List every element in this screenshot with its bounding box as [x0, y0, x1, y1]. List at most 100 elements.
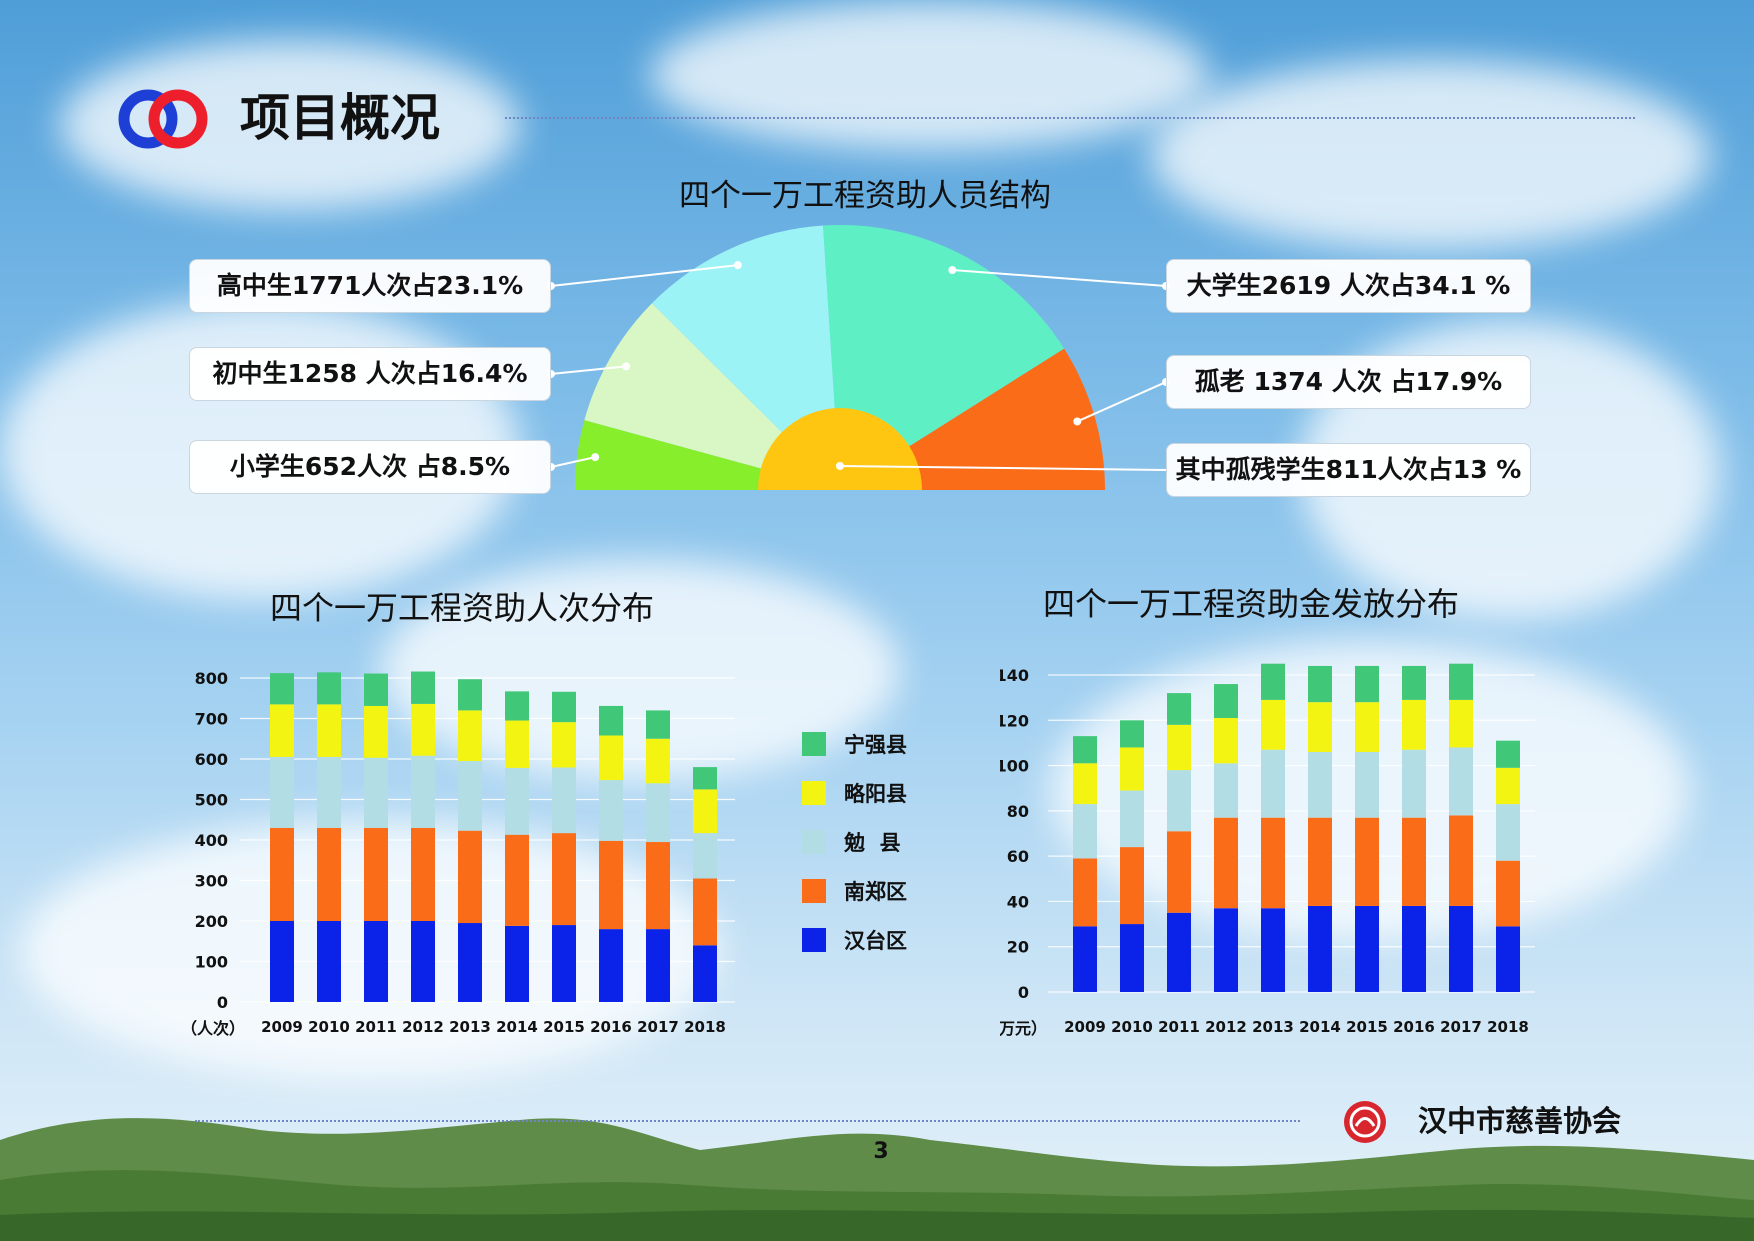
legend-swatch [802, 879, 826, 903]
bar-segment [317, 704, 341, 757]
legend-item: 宁强县 [802, 730, 907, 758]
y-tick-label: 140 [1000, 666, 1029, 685]
bar-segment [1261, 817, 1285, 909]
bar-segment [1449, 699, 1473, 748]
pie-chart-title: 四个一万工程资助人员结构 [679, 178, 1051, 214]
bar-segment [599, 840, 623, 930]
bar-segment [1355, 665, 1379, 703]
fund-bar-chart: 0 20 40 60 80 100 120 140 2009 2010 2011 2012 2013 20… [1000, 663, 1535, 1038]
legend-swatch [802, 732, 826, 756]
y-tick-label: 700 [195, 710, 228, 729]
bar-segment [411, 703, 435, 756]
leader-dot [733, 261, 742, 270]
bar-segment [458, 710, 482, 762]
x-tick-label: 2017 [637, 1018, 679, 1036]
y-tick-label: 40 [1007, 892, 1029, 911]
legend-item: 南郑区 [802, 877, 907, 905]
bar-segment [1120, 747, 1144, 791]
y-tick-label: 60 [1007, 847, 1029, 866]
y-unit-label: （万元） [1000, 1019, 1047, 1038]
x-tick-label: 2010 [1111, 1018, 1153, 1036]
bar-segment [1073, 804, 1097, 859]
bar-segment [552, 767, 576, 834]
bar-segment [1449, 663, 1473, 700]
page-number: 3 [873, 1139, 889, 1164]
bar-segment [270, 704, 294, 757]
y-unit-label: （人次） [181, 1019, 245, 1038]
bar-segment [1449, 747, 1473, 816]
bar-segment [317, 672, 341, 705]
bar-segment [411, 921, 435, 1002]
bar-segment [1496, 767, 1520, 805]
bar-segment [1167, 770, 1191, 832]
bar-segment [1496, 804, 1520, 861]
bar-segment [599, 780, 623, 841]
legend-label: 汉台区 [844, 929, 907, 953]
bar-segment [1308, 665, 1332, 703]
bar-segment [1449, 815, 1473, 906]
x-tick-label: 2009 [1064, 1018, 1106, 1036]
pie-chart [547, 224, 1170, 490]
legend-label: 勉 县 [844, 831, 901, 855]
bar-segment [693, 767, 717, 790]
bar-segment [552, 722, 576, 768]
legend-label: 南郑区 [844, 880, 907, 904]
cloud [1150, 60, 1710, 250]
bar-segment [1167, 693, 1191, 725]
bar-segment [599, 705, 623, 736]
x-tick-label: 2016 [590, 1018, 632, 1036]
y-tick-label: 0 [1018, 983, 1029, 1002]
y-tick-label: 0 [217, 993, 228, 1012]
bar-segment [317, 756, 341, 828]
bar-segment [1261, 908, 1285, 992]
cloud [60, 40, 520, 210]
y-tick-label: 400 [195, 831, 228, 850]
x-tick-label: 2013 [1252, 1018, 1294, 1036]
bar-segment [599, 735, 623, 781]
bar-segment [270, 921, 294, 1002]
bar-segment [1402, 699, 1426, 750]
leader-dot [1073, 417, 1082, 426]
bar-segment [364, 705, 388, 758]
right-chart-title: 四个一万工程资助金发放分布 [1043, 585, 1460, 623]
bar-segment [646, 783, 670, 843]
x-tick-label: 2014 [1299, 1018, 1341, 1036]
x-tick-label: 2011 [355, 1018, 397, 1036]
callout-university: 大学生2619 人次占34.1 % [1166, 259, 1531, 313]
bar-segment [646, 842, 670, 930]
x-tick-label: 2013 [449, 1018, 491, 1036]
x-tick-label: 2018 [684, 1018, 726, 1036]
bar-segment [1167, 724, 1191, 771]
bar-segment [270, 756, 294, 828]
bar-segment [364, 673, 388, 706]
chart-legend: 宁强县 略阳县勉 县南郑区 汉台区 [802, 730, 942, 970]
y-tick-label: 200 [195, 912, 228, 931]
bar-segment [646, 710, 670, 739]
bar-segment [1073, 926, 1097, 992]
leader-line [550, 264, 738, 287]
bar-segment [364, 921, 388, 1002]
leader-line [952, 269, 1167, 287]
bar-segment [1120, 720, 1144, 748]
bar-segment [1120, 790, 1144, 848]
bar-segment [693, 789, 717, 834]
bar-segment [646, 738, 670, 784]
leader-line [839, 465, 1167, 471]
bar-segment [458, 761, 482, 831]
cloud [650, 0, 1210, 150]
y-tick-label: 120 [1000, 711, 1029, 730]
leader-dot [622, 362, 631, 371]
bar-segment [411, 755, 435, 828]
bar-segment [552, 925, 576, 1002]
leader-line [1076, 381, 1167, 423]
bar-segment [1355, 817, 1379, 906]
bar-segment [1496, 740, 1520, 768]
bar-segment [1496, 926, 1520, 992]
person-times-bar-chart: 0 100 200 300 400 500 600 700 800 2009 2010 2011 201… [181, 669, 735, 1038]
bar-segment [364, 757, 388, 828]
y-tick-label: 100 [1000, 757, 1029, 776]
left-chart-title: 四个一万工程资助人次分布 [270, 589, 655, 627]
bar-segment [505, 925, 529, 1002]
